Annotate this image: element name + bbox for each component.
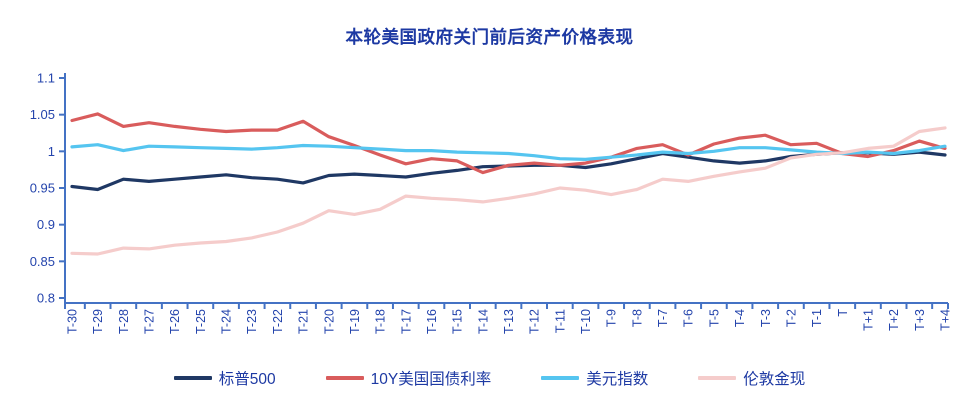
x-tick-label: T-24 <box>220 309 234 334</box>
y-tick-label: 1 <box>48 144 55 159</box>
series-line-2 <box>70 143 947 161</box>
x-tick-label: T-20 <box>322 309 336 334</box>
y-tick-label: 1.1 <box>37 71 55 86</box>
x-tick-label: T-5 <box>707 309 721 327</box>
x-tick-label: T-26 <box>168 309 182 334</box>
x-tick-label: T+3 <box>913 309 927 331</box>
x-tick-label: T-29 <box>91 309 105 334</box>
x-tick-label: T-7 <box>656 309 670 327</box>
legend-line-swatch <box>541 376 580 380</box>
x-tick-label: T-1 <box>810 309 824 327</box>
x-tick-label: T-8 <box>630 309 644 327</box>
x-tick-label: T-19 <box>348 309 362 334</box>
legend-item-10y-treasury: 10Y美国国债利率 <box>325 367 492 389</box>
series-line-3 <box>70 126 947 256</box>
legend-item-label: 标普500 <box>218 371 276 388</box>
y-tick-label: 1.05 <box>30 107 55 122</box>
legend-line-swatch <box>325 376 364 380</box>
y-tick-label: 0.85 <box>30 254 55 269</box>
x-tick-label: T-11 <box>553 309 567 333</box>
x-tick-label: T-18 <box>374 309 388 334</box>
x-tick-label: T-3 <box>759 309 773 327</box>
x-tick-label: T-15 <box>451 309 465 334</box>
x-tick-label: T-9 <box>605 309 619 327</box>
x-tick-label: T-28 <box>117 309 131 334</box>
x-tick-label: T-12 <box>528 309 542 334</box>
x-tick-label: T-23 <box>245 309 259 334</box>
x-tick-label: T+2 <box>887 309 901 331</box>
x-tick-label: T-16 <box>425 309 439 334</box>
x-tick-label: T-14 <box>476 309 490 334</box>
x-tick-label: T-4 <box>733 309 747 327</box>
x-tick-label: T-6 <box>682 309 696 327</box>
x-tick-label: T-25 <box>194 309 208 334</box>
y-tick-label: 0.8 <box>37 291 55 306</box>
x-tick-label: T+1 <box>861 309 875 331</box>
x-tick-label: T-10 <box>579 309 593 334</box>
x-tick-label: T-21 <box>297 309 311 334</box>
x-tick-label: T-27 <box>143 309 157 334</box>
y-tick-label: 0.95 <box>30 181 55 196</box>
legend-item-label: 伦敦金现 <box>743 371 806 388</box>
series-line-1 <box>70 112 947 175</box>
x-tick-label: T-30 <box>66 309 80 334</box>
chart-legend: 标普500 10Y美国国债利率 美元指数 伦敦金现 <box>0 367 979 389</box>
x-tick-label: T-2 <box>784 309 798 327</box>
series-line-0 <box>70 150 947 192</box>
legend-item-london-gold: 伦敦金现 <box>698 367 805 389</box>
legend-item-dollar-index: 美元指数 <box>541 367 648 389</box>
legend-item-label: 10Y美国国债利率 <box>370 371 492 388</box>
chart-title: 本轮美国政府关门前后资产价格表现 <box>345 27 634 47</box>
legend-item-label: 美元指数 <box>586 371 649 388</box>
legend-line-swatch <box>173 376 212 380</box>
legend-line-swatch <box>698 376 737 380</box>
x-tick-label: T+4 <box>939 309 953 331</box>
x-tick-label: T <box>836 309 850 317</box>
x-tick-label: T-17 <box>399 309 413 334</box>
legend-item-sp500: 标普500 <box>173 367 276 389</box>
y-tick-label: 0.9 <box>37 217 55 232</box>
x-tick-label: T-22 <box>271 309 285 334</box>
x-tick-label: T-13 <box>502 309 516 334</box>
